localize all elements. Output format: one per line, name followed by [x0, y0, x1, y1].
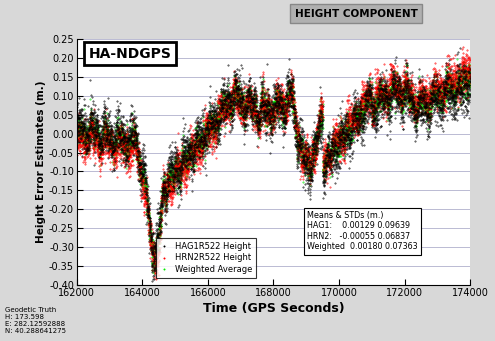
- Text: Geodetic Truth
H: 173.598
E: 282.12592888
N: 40.288641275: Geodetic Truth H: 173.598 E: 282.1259288…: [5, 307, 66, 334]
- X-axis label: Time (GPS Seconds): Time (GPS Seconds): [202, 302, 345, 315]
- Y-axis label: Height Error Estimates (m.): Height Error Estimates (m.): [36, 81, 46, 243]
- Legend: HAG1R522 Height, HRN2R522 Height, Weighted Average: HAG1R522 Height, HRN2R522 Height, Weight…: [155, 238, 256, 278]
- Text: HEIGHT COMPONENT: HEIGHT COMPONENT: [295, 9, 417, 18]
- Text: HA-NDGPS: HA-NDGPS: [89, 47, 171, 61]
- Text: Means & STDs (m.)
HAG1:    0.00129 0.09639
HRN2:   -0.00055 0.06837
Weighted  0.: Means & STDs (m.) HAG1: 0.00129 0.09639 …: [307, 211, 418, 251]
